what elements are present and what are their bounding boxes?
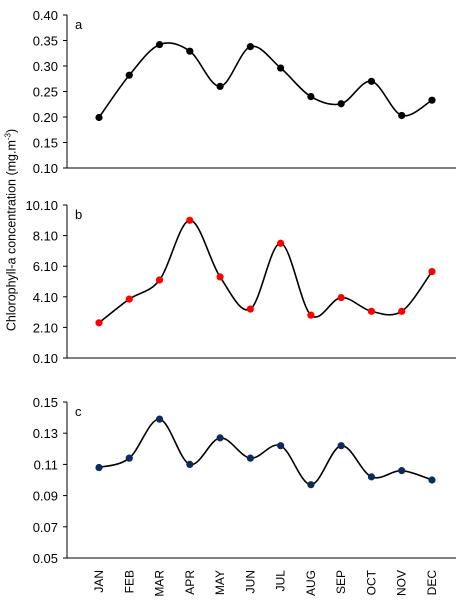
y-tick-label-b: 8.10 <box>33 229 58 244</box>
data-point-b-apr <box>186 216 194 224</box>
data-point-c-feb <box>125 454 133 462</box>
data-point-c-jul <box>277 442 285 450</box>
y-tick-label-c: 0.15 <box>33 395 58 410</box>
data-point-b-oct <box>367 307 376 315</box>
y-tick-label-a: 0.25 <box>33 85 58 100</box>
y-tick-label-b: 6.10 <box>33 259 58 274</box>
data-point-a-aug <box>307 93 315 101</box>
y-axis-label-exponent: -3 <box>3 132 13 141</box>
x-tick-label-oct: OCT <box>364 569 378 595</box>
data-point-b-jan <box>95 319 103 327</box>
panel-label-a: a <box>75 17 83 32</box>
y-tick-label-a: 0.35 <box>33 34 58 49</box>
x-tick-label-nov: NOV <box>395 570 409 596</box>
x-tick-label-feb: FEB <box>122 570 136 593</box>
y-tick-label-c: 0.13 <box>33 426 58 441</box>
data-point-a-jan <box>95 113 103 122</box>
x-tick-label-sep: SEP <box>334 570 348 594</box>
y-tick-label-a: 0.20 <box>33 110 58 125</box>
x-tick-label-may: MAY <box>213 570 227 595</box>
data-point-c-dec <box>428 476 436 484</box>
y-axis-label-text: Chlorophyll-a concentration (mg.m-3) <box>3 129 18 331</box>
data-point-c-nov <box>398 467 406 475</box>
y-tick-label-c: 0.11 <box>34 457 58 472</box>
data-point-c-may <box>216 434 224 442</box>
y-tick-label-a: 0.30 <box>33 59 58 74</box>
data-point-b-dec <box>428 267 436 276</box>
data-point-b-aug <box>307 311 315 319</box>
x-tick-label-dec: DEC <box>425 570 439 596</box>
x-tick-label-apr: APR <box>183 570 197 595</box>
y-tick-label-b: 0.10 <box>33 351 58 366</box>
y-axis-label-end: ) <box>4 128 19 133</box>
data-point-a-feb <box>125 71 133 79</box>
data-point-a-jun <box>246 43 254 51</box>
x-tick-label-jun: JUN <box>243 570 257 593</box>
data-point-a-nov <box>398 111 406 120</box>
data-point-c-oct <box>367 473 376 481</box>
data-point-c-sep <box>337 442 345 450</box>
data-point-a-may <box>216 82 224 90</box>
data-point-c-jan <box>95 463 103 472</box>
data-point-a-oct <box>367 77 376 85</box>
data-point-b-mar <box>155 276 164 284</box>
y-axis-label: Chlorophyll-a concentration (mg.m-3) <box>2 110 20 350</box>
y-tick-label-a: 0.10 <box>33 161 58 176</box>
data-point-a-mar <box>155 40 164 49</box>
x-tick-label-jan: JAN <box>92 570 106 593</box>
data-point-c-apr <box>186 460 194 468</box>
x-tick-label-jul: JUL <box>274 570 288 592</box>
panel-label-b: b <box>75 207 82 222</box>
y-tick-label-a: 0.40 <box>33 8 58 23</box>
data-point-b-nov <box>398 307 406 315</box>
data-point-b-jul <box>277 239 285 247</box>
y-tick-label-b: 2.10 <box>33 320 58 335</box>
y-tick-label-c: 0.07 <box>33 520 58 535</box>
data-point-a-apr <box>186 47 194 55</box>
data-point-a-dec <box>428 96 436 104</box>
y-tick-label-c: 0.05 <box>33 551 58 566</box>
y-tick-label-a: 0.15 <box>33 136 58 151</box>
x-tick-label-mar: MAR <box>153 570 167 597</box>
series-line-c <box>98 418 433 486</box>
data-point-b-feb <box>125 295 133 303</box>
series-line-b <box>98 219 433 324</box>
y-axis-label-main: Chlorophyll-a concentration (mg.m <box>4 140 19 332</box>
x-tick-label-aug: AUG <box>304 570 318 596</box>
data-point-c-jun <box>246 454 254 462</box>
y-tick-label-b: 4.10 <box>33 290 58 305</box>
data-point-c-mar <box>155 415 164 423</box>
data-point-c-aug <box>307 481 315 489</box>
data-point-b-sep <box>337 293 345 302</box>
data-point-a-sep <box>337 100 345 108</box>
data-point-b-jun <box>246 305 254 313</box>
panel-label-c: c <box>75 404 82 419</box>
data-point-b-may <box>216 273 224 281</box>
data-point-a-jul <box>277 64 285 72</box>
y-tick-label-c: 0.09 <box>33 489 58 504</box>
series-line-a <box>98 42 433 118</box>
y-tick-label-b: 10.10 <box>25 198 58 213</box>
